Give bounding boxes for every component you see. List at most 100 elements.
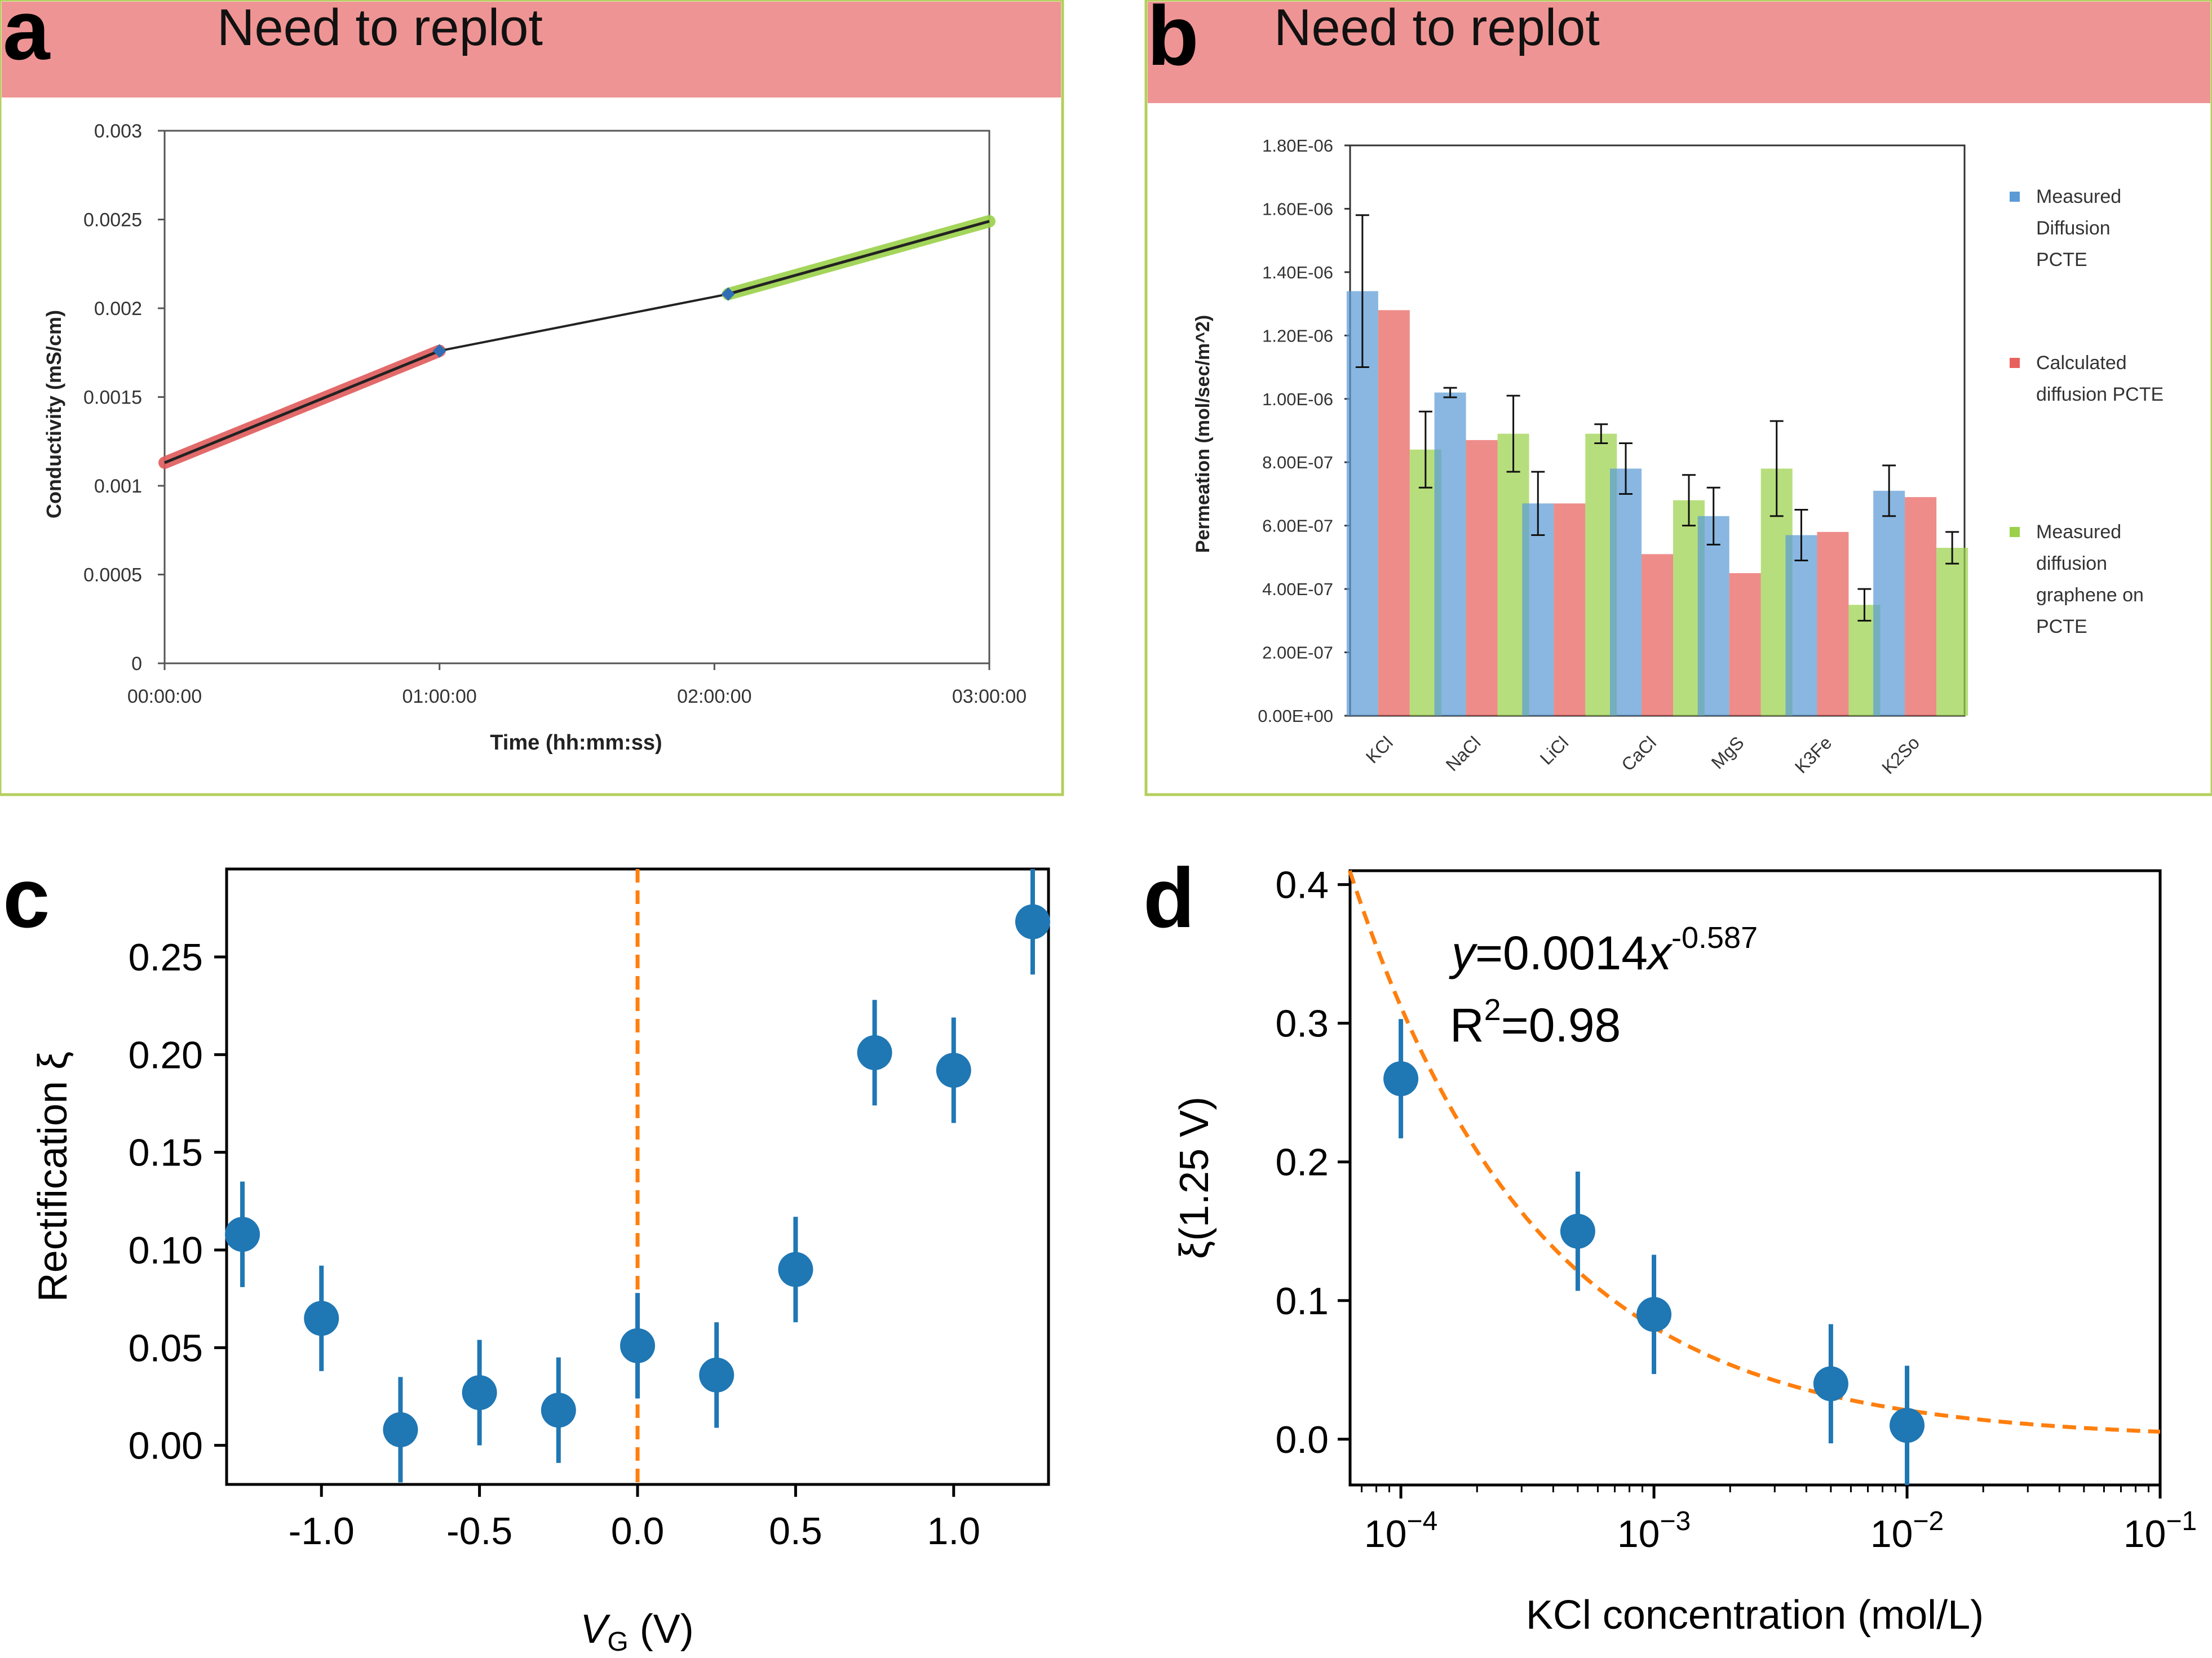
panel-c-point — [936, 1053, 971, 1088]
panel-c-x-axis-label-unit: (V) — [629, 1607, 694, 1652]
panel-b-legend-label: Diffusion — [2036, 218, 2111, 239]
panel-c-x-tick-label: 0.5 — [769, 1510, 822, 1553]
panel-b-y-tick-label: 1.40E-06 — [1262, 263, 1333, 282]
panel-c-point — [1015, 904, 1050, 939]
panel-b-bar — [1522, 503, 1554, 716]
r-squared-base: R — [1450, 999, 1484, 1052]
panel-b-banner-text: Need to replot — [1274, 0, 1600, 56]
panel-b-legend-swatch — [2010, 527, 2020, 537]
panel-c-y-tick-label: 0.00 — [129, 1425, 203, 1468]
panel-d-fit-dashed-curve — [1347, 870, 2161, 1434]
panel-d: d 0.00.10.20.30.4 10−4 10−3 10−2 10−1 y=0.0… — [1143, 850, 2197, 1638]
panel-b-legend-label: PCTE — [2036, 249, 2087, 271]
panel-b-y-tick-label: 1.60E-06 — [1262, 199, 1333, 219]
panel-b-bar — [1642, 554, 1673, 716]
panel-b-letter: b — [1147, 0, 1199, 83]
panel-b-bar — [1434, 392, 1466, 716]
fit-equation-exponent: -0.587 — [1671, 921, 1758, 955]
panel-d-x-tick-label: 10−1 — [2123, 1506, 2197, 1555]
panel-d-x-axis-label: KCl concentration (mol/L) — [1526, 1593, 1984, 1638]
panel-d-point — [1560, 1213, 1595, 1249]
panel-d-x-tick-exponent: −2 — [1913, 1506, 1944, 1536]
panel-d-point — [1383, 1061, 1419, 1097]
panel-c-x-axis-label-sub: G — [607, 1627, 628, 1657]
panel-b-bar — [1378, 310, 1410, 716]
panel-b-legend-label: Measured — [2036, 186, 2121, 207]
panel-c-y-tick-label: 0.10 — [129, 1229, 203, 1272]
panel-a-y-tick-label: 0.001 — [94, 476, 142, 497]
panel-d-y-tick-label: 0.1 — [1275, 1280, 1329, 1323]
panel-a-y-tick-label: 0.002 — [94, 298, 142, 320]
panel-c-point — [541, 1393, 576, 1428]
panel-b-y-ticks: 0.00E+00 2.00E-07 4.00E-07 6.00E-07 8.00E-07… — [1258, 136, 1350, 726]
panel-b-bar — [1905, 497, 1937, 716]
panel-a-banner-text: Need to replot — [217, 0, 543, 56]
panel-b-banner — [1148, 2, 2210, 103]
r-squared-exp: 2 — [1484, 993, 1501, 1027]
panel-b: Need to replot b 0.00E+00 2.00E-07 4.00E-0… — [1144, 0, 2212, 796]
panel-a-y-tick-label: 0.0015 — [83, 387, 142, 409]
panel-c-y-tick-label: 0.05 — [129, 1327, 203, 1369]
panel-c-point — [778, 1252, 813, 1287]
panel-a-x-axis-label: Time (hh:mm:ss) — [490, 731, 662, 755]
panel-b-bar — [1729, 573, 1761, 716]
panel-d-x-tick-label: 10−2 — [1870, 1506, 1944, 1555]
panel-d-fit-curve — [1347, 870, 2161, 1434]
panel-b-y-tick-label: 8.00E-07 — [1262, 453, 1333, 472]
panel-b-bars — [1346, 214, 1968, 716]
fit-equation-y: y — [1449, 926, 1478, 979]
panel-a-x-tick-label: 00:00:00 — [127, 686, 202, 707]
panel-d-y-tick-label: 0.2 — [1275, 1141, 1329, 1184]
panel-b-legend-label: diffusion — [2036, 553, 2107, 574]
panel-c-y-tick-label: 0.20 — [129, 1034, 203, 1076]
panel-c-point — [383, 1412, 418, 1447]
panel-c-y-tick-label: 0.15 — [129, 1132, 203, 1174]
panel-d-point — [1636, 1297, 1672, 1332]
panel-b-legend: Measured Diffusion PCTE Calculated diffusion… — [2010, 186, 2164, 637]
panel-a-frame — [0, 0, 1064, 796]
panel-c-x-tick-label: 0.0 — [611, 1510, 665, 1553]
panel-a-x-tick-label: 03:00:00 — [952, 686, 1027, 707]
panel-b-y-tick-label: 4.00E-07 — [1262, 579, 1333, 599]
panel-c-x-tick-label: -0.5 — [446, 1510, 512, 1553]
panel-d-points — [1383, 1019, 1925, 1485]
panel-a-banner — [2, 2, 1061, 97]
panel-a-x-ticks: 00:00:00 01:00:00 02:00:00 03:00:00 — [127, 663, 1027, 707]
panel-b-legend-label: diffusion PCTE — [2036, 384, 2164, 405]
panel-a-letter: a — [3, 0, 51, 77]
panel-c-point — [462, 1375, 497, 1411]
panel-b-bar — [1554, 503, 1586, 716]
panel-c-point — [620, 1328, 655, 1363]
panel-c-x-ticks: -1.0 -0.5 0.0 0.5 1.0 — [289, 1484, 980, 1553]
panel-b-legend-label: graphene on — [2036, 584, 2144, 606]
panel-b-bar — [1610, 468, 1642, 716]
r-squared-value: =0.98 — [1501, 999, 1621, 1052]
panel-d-y-tick-label: 0.3 — [1275, 1003, 1329, 1045]
panel-a-y-tick-label: 0.003 — [94, 121, 142, 142]
panel-c-x-tick-label: 1.0 — [927, 1510, 981, 1553]
panel-a-y-tick-label: 0 — [131, 653, 142, 675]
panel-c-letter: c — [3, 850, 50, 945]
panel-b-legend-label: Calculated — [2036, 352, 2127, 374]
fit-equation-coefficient: =0.0014 — [1475, 926, 1648, 979]
panel-b-y-tick-label: 1.20E-06 — [1262, 326, 1333, 345]
panel-d-r-squared: R2=0.98 — [1450, 993, 1621, 1052]
panel-c-points — [225, 869, 1050, 1483]
panel-b-bar — [1785, 535, 1817, 716]
panel-a-marker — [432, 344, 446, 358]
panel-a-y-tick-label: 0.0005 — [83, 565, 142, 586]
panel-d-y-tick-label: 0.4 — [1275, 864, 1329, 907]
panel-d-letter: d — [1143, 850, 1195, 945]
panel-d-x-tick-exponent: −1 — [2166, 1506, 2197, 1536]
panel-a-x-tick-label: 01:00:00 — [402, 686, 476, 707]
panel-a-series-line — [728, 220, 990, 296]
panel-d-x-tick-base: 10 — [1870, 1513, 1913, 1555]
panel-a-y-axis-label: Conductivity (mS/cm) — [42, 310, 65, 518]
panel-d-point — [1813, 1366, 1848, 1402]
panel-b-bar — [1817, 531, 1849, 716]
panel-b-legend-label: Measured — [2036, 521, 2121, 543]
panel-a-x-tick-label: 02:00:00 — [677, 686, 751, 707]
panel-d-axes-frame — [1348, 869, 2162, 1487]
panel-b-legend-swatch — [2010, 192, 2020, 202]
